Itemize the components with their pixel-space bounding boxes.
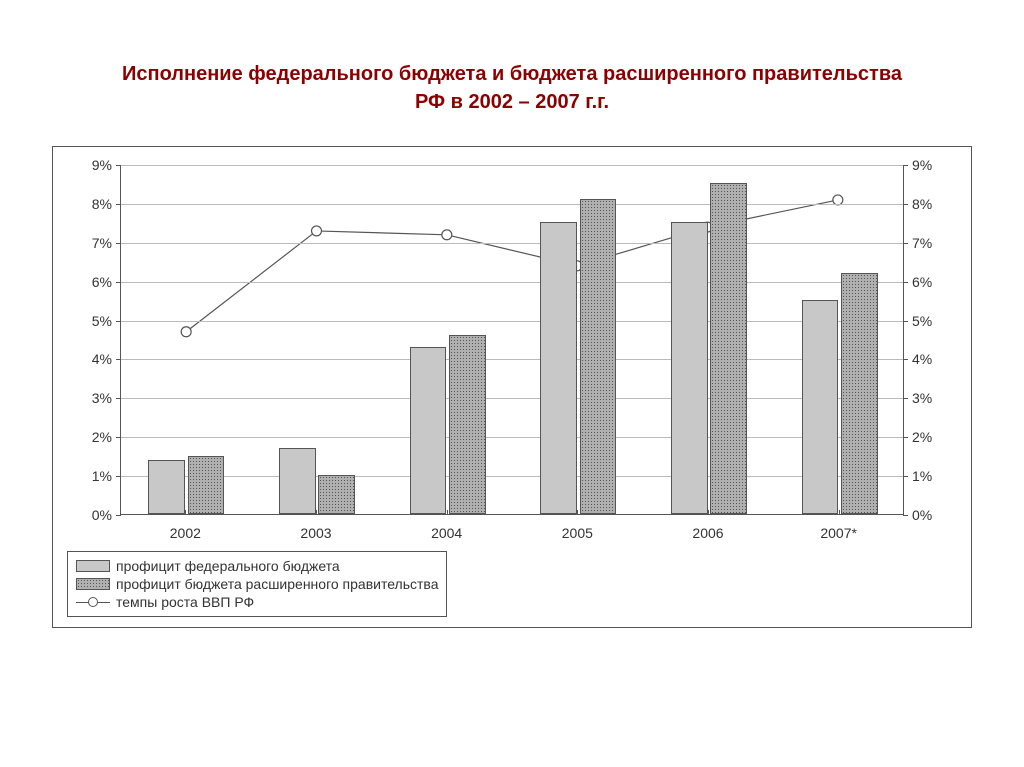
legend-item-extended: профицит бюджета расширенного правительс… xyxy=(76,576,438,592)
page: Исполнение федерального бюджета и бюджет… xyxy=(0,0,1024,767)
y-label-right: 1% xyxy=(912,468,952,484)
bar-federal xyxy=(671,222,708,514)
legend: профицит федерального бюджета профицит б… xyxy=(67,551,447,617)
x-label: 2003 xyxy=(300,525,331,541)
x-label: 2007* xyxy=(820,525,857,541)
legend-label-extended: профицит бюджета расширенного правительс… xyxy=(116,576,438,592)
y-tick-right xyxy=(903,165,908,166)
gdp-line xyxy=(121,165,903,514)
bar-extended xyxy=(318,475,355,514)
bar-federal xyxy=(148,460,185,514)
legend-item-gdp: темпы роста ВВП РФ xyxy=(76,594,438,610)
x-label: 2005 xyxy=(562,525,593,541)
grid-line xyxy=(121,204,903,205)
y-label-left: 7% xyxy=(72,235,112,251)
y-tick-right xyxy=(903,359,908,360)
y-label-left: 0% xyxy=(72,507,112,523)
x-tick xyxy=(708,510,709,515)
y-tick-right xyxy=(903,204,908,205)
y-label-right: 3% xyxy=(912,390,952,406)
chart-title: Исполнение федерального бюджета и бюджет… xyxy=(112,60,912,116)
legend-swatch-extended xyxy=(76,578,110,590)
y-label-right: 4% xyxy=(912,351,952,367)
x-tick xyxy=(577,510,578,515)
y-label-left: 3% xyxy=(72,390,112,406)
x-tick xyxy=(185,510,186,515)
y-tick-left xyxy=(116,165,121,166)
legend-swatch-gdp xyxy=(76,596,110,608)
legend-item-federal: профицит федерального бюджета xyxy=(76,558,438,574)
grid-line xyxy=(121,437,903,438)
grid-line xyxy=(121,282,903,283)
y-tick-left xyxy=(116,515,121,516)
bar-federal xyxy=(802,300,839,514)
y-tick-left xyxy=(116,204,121,205)
y-tick-right xyxy=(903,398,908,399)
y-tick-right xyxy=(903,282,908,283)
x-label: 2002 xyxy=(170,525,201,541)
grid-line xyxy=(121,359,903,360)
y-label-left: 5% xyxy=(72,313,112,329)
y-tick-right xyxy=(903,515,908,516)
y-label-right: 5% xyxy=(912,313,952,329)
grid-line xyxy=(121,398,903,399)
y-label-left: 8% xyxy=(72,196,112,212)
y-label-right: 2% xyxy=(912,429,952,445)
y-tick-left xyxy=(116,476,121,477)
plot-area xyxy=(120,165,904,515)
y-tick-left xyxy=(116,321,121,322)
legend-label-federal: профицит федерального бюджета xyxy=(116,558,340,574)
y-label-right: 7% xyxy=(912,235,952,251)
legend-swatch-federal xyxy=(76,560,110,572)
y-tick-left xyxy=(116,282,121,283)
x-tick xyxy=(316,510,317,515)
x-label: 2006 xyxy=(692,525,723,541)
y-tick-left xyxy=(116,243,121,244)
bar-extended xyxy=(710,183,747,514)
bar-federal xyxy=(410,347,447,514)
y-tick-right xyxy=(903,321,908,322)
y-tick-right xyxy=(903,437,908,438)
y-label-right: 9% xyxy=(912,157,952,173)
y-label-left: 6% xyxy=(72,274,112,290)
grid-line xyxy=(121,476,903,477)
y-tick-left xyxy=(116,398,121,399)
y-label-left: 4% xyxy=(72,351,112,367)
legend-label-gdp: темпы роста ВВП РФ xyxy=(116,594,254,610)
x-tick xyxy=(447,510,448,515)
grid-line xyxy=(121,321,903,322)
y-label-right: 6% xyxy=(912,274,952,290)
y-tick-right xyxy=(903,243,908,244)
bar-extended xyxy=(188,456,225,514)
x-tick xyxy=(839,510,840,515)
bar-extended xyxy=(449,335,486,514)
chart-container: 0% 0% 1% 1% 2% 2% 3% 3% 4% 4% 5% 5% 6% 6% 7% 7% 8% 8% 9% 9%… xyxy=(52,146,972,628)
y-label-left: 1% xyxy=(72,468,112,484)
y-label-right: 8% xyxy=(912,196,952,212)
y-label-left: 2% xyxy=(72,429,112,445)
y-tick-left xyxy=(116,437,121,438)
bar-federal xyxy=(540,222,577,514)
gdp-marker xyxy=(442,230,452,240)
grid-line xyxy=(121,243,903,244)
grid-line xyxy=(121,165,903,166)
x-label: 2004 xyxy=(431,525,462,541)
y-label-left: 9% xyxy=(72,157,112,173)
bar-extended xyxy=(580,199,617,514)
gdp-marker xyxy=(312,226,322,236)
y-tick-right xyxy=(903,476,908,477)
bar-federal xyxy=(279,448,316,514)
y-tick-left xyxy=(116,359,121,360)
bar-extended xyxy=(841,273,878,514)
y-label-right: 0% xyxy=(912,507,952,523)
chart-area: 0%0%1%1%2%2%3%3%4%4%5%5%6%6%7%7%8%8%9%9%… xyxy=(72,165,952,545)
gdp-marker xyxy=(181,327,191,337)
